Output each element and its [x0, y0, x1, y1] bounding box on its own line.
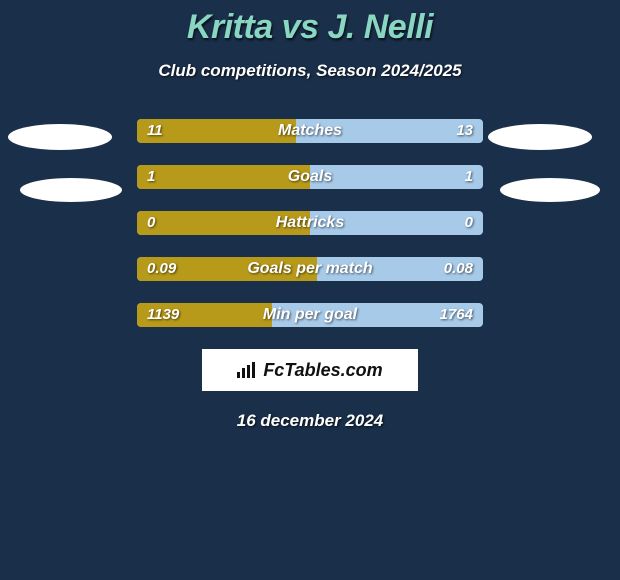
- stat-row-right-value: 13: [456, 119, 473, 143]
- stat-row-label: Hattricks: [137, 211, 483, 235]
- subtitle: Club competitions, Season 2024/2025: [0, 61, 620, 81]
- stat-row: 1Goals1: [137, 165, 483, 189]
- decorative-ellipse: [500, 178, 600, 202]
- bar-chart-icon: [237, 362, 257, 378]
- stat-rows: 11Matches13 1Goals1 0Hattricks0 0.09Goals p…: [137, 119, 483, 327]
- player-right-name: J. Nelli: [327, 8, 433, 46]
- brand-text: FcTables.com: [237, 360, 382, 381]
- vs-text: vs: [282, 8, 319, 46]
- decorative-ellipse: [488, 124, 592, 150]
- stat-row-label: Min per goal: [137, 303, 483, 327]
- brand-box[interactable]: FcTables.com: [202, 349, 418, 391]
- stat-row-right-value: 1764: [440, 303, 473, 327]
- stat-row-right-value: 0.08: [444, 257, 473, 281]
- player-left-name: Kritta: [187, 8, 273, 46]
- stat-row: 1139Min per goal1764: [137, 303, 483, 327]
- stat-row-right-value: 0: [465, 211, 473, 235]
- decorative-ellipse: [20, 178, 122, 202]
- stat-row-label: Goals per match: [137, 257, 483, 281]
- stat-row-label: Matches: [137, 119, 483, 143]
- date-text: 16 december 2024: [0, 411, 620, 431]
- stat-row: 0Hattricks0: [137, 211, 483, 235]
- stat-row-right-value: 1: [465, 165, 473, 189]
- stat-row-label: Goals: [137, 165, 483, 189]
- brand-label: FcTables.com: [263, 360, 382, 381]
- stat-row: 11Matches13: [137, 119, 483, 143]
- decorative-ellipse: [8, 124, 112, 150]
- stat-row: 0.09Goals per match0.08: [137, 257, 483, 281]
- page-title: Kritta vs J. Nelli: [0, 0, 620, 47]
